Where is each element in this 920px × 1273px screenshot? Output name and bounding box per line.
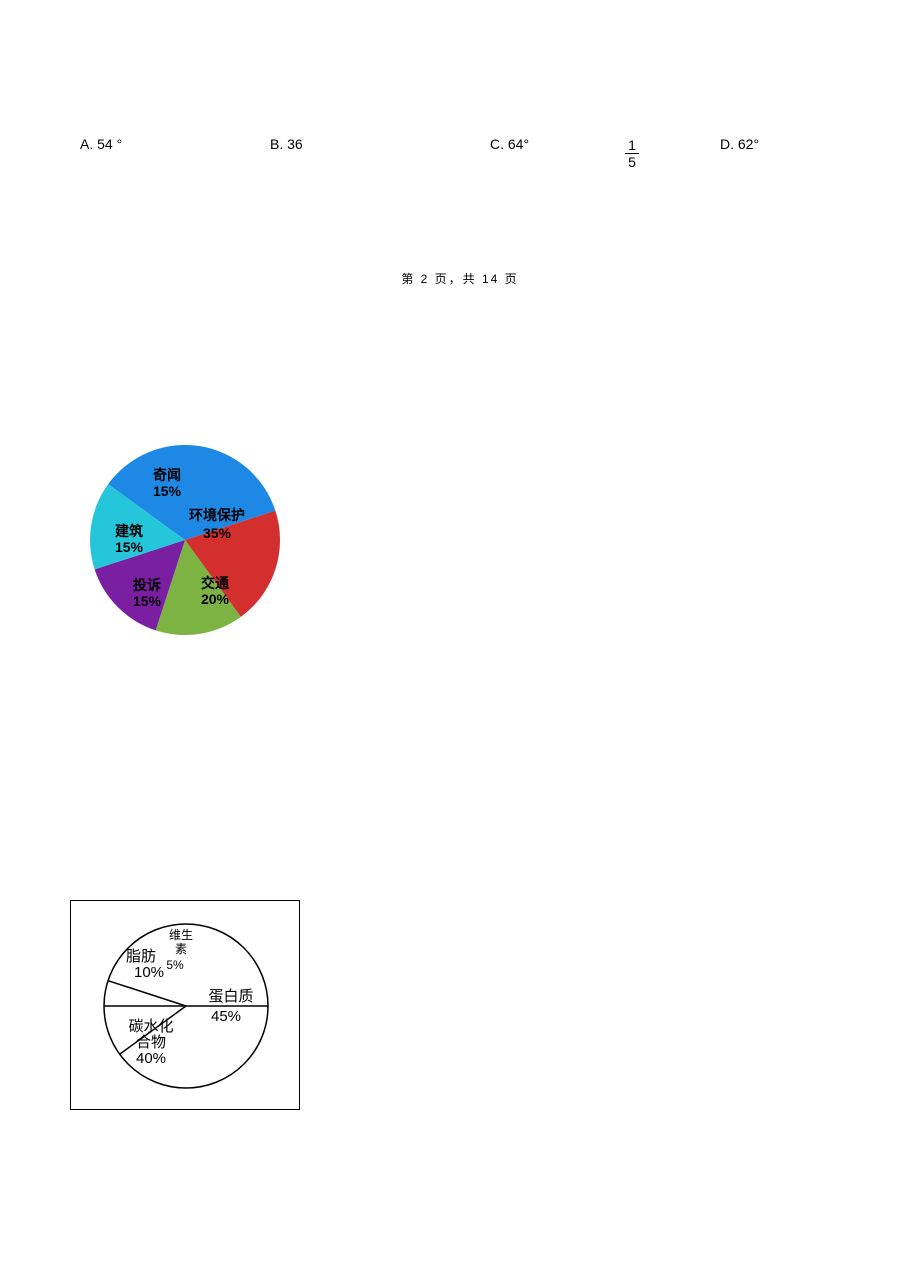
pie-chart-colored: 环境保护35%交通20%投诉15%建筑15%奇闻15% xyxy=(75,430,295,650)
slice-percent: 45% xyxy=(211,1008,241,1025)
slice-percent: 40% xyxy=(136,1050,166,1067)
slice-percent: 15% xyxy=(153,483,182,499)
slice-label: 碳水化 xyxy=(128,1018,173,1035)
slice-label: 合物 xyxy=(136,1034,166,1051)
slice-label: 奇闻 xyxy=(153,467,181,483)
pie-chart-outline: 蛋白质 45% 碳水化合物40% 脂肪10% 维生素 5% xyxy=(70,900,300,1110)
page-number-footer: 第 2 页，共 14 页 xyxy=(0,270,920,287)
slice-percent: 20% xyxy=(201,591,230,607)
slice-percent: 35% xyxy=(203,525,232,541)
option-b: B. 36 xyxy=(270,136,303,152)
slice-label: 脂肪 xyxy=(126,948,156,965)
slice-percent: 15% xyxy=(115,539,144,555)
slice-label: 交通 xyxy=(201,575,229,591)
fraction-denominator: 5 xyxy=(626,155,638,169)
slice-label: 环境保护 xyxy=(189,507,245,523)
page-number-text: 第 2 页，共 14 页 xyxy=(401,272,518,286)
slice-label: 维生 xyxy=(169,928,193,942)
option-d: D. 62° xyxy=(720,136,759,152)
option-a: A. 54 ° xyxy=(80,136,122,152)
slice-label: 建筑 xyxy=(115,523,143,539)
fraction-numerator: 1 xyxy=(626,138,638,152)
option-c: C. 64° xyxy=(490,136,529,152)
slice-label: 素 xyxy=(175,942,187,956)
slice-label: 投诉 xyxy=(133,577,161,593)
slice-label: 蛋白质 xyxy=(208,988,253,1005)
fraction-one-fifth: 1 5 xyxy=(625,138,639,169)
slice-percent: 15% xyxy=(133,593,162,609)
slice-percent: 10% xyxy=(134,964,164,981)
slice-percent: 5% xyxy=(166,958,184,972)
